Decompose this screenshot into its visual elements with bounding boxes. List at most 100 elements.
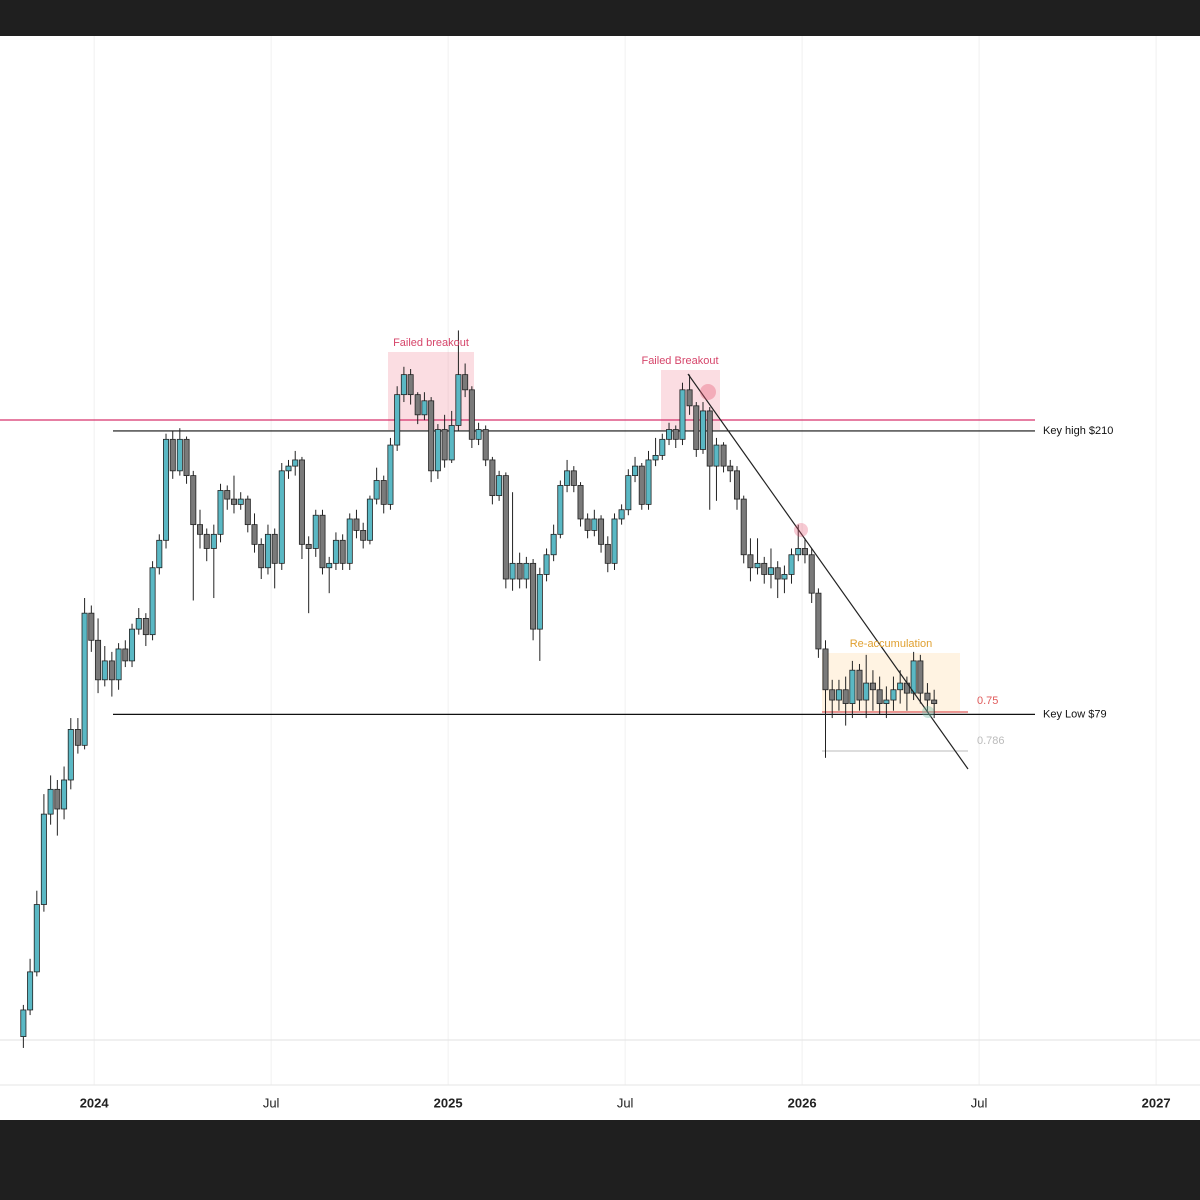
candle-body (468, 389, 475, 440)
candle-body (101, 660, 108, 681)
candle-body (625, 475, 632, 511)
candle-body (489, 459, 496, 497)
candle-body (475, 429, 482, 440)
candle-body (829, 689, 836, 701)
candle-body (686, 389, 693, 407)
x-tick-label: 2025 (434, 1095, 463, 1110)
x-tick-label: 2024 (80, 1095, 110, 1110)
candle-body (400, 374, 407, 396)
x-tick-label: Jul (263, 1095, 280, 1110)
candle-body (509, 562, 516, 580)
candle-body (924, 692, 931, 701)
candle-body (237, 498, 244, 505)
x-tick-label: Jul (617, 1095, 634, 1110)
candle-body (727, 465, 734, 472)
candle-body (733, 470, 740, 500)
candle-body (781, 574, 788, 580)
candle-body (129, 628, 136, 662)
candle-body (801, 548, 808, 556)
annotation: Re-accumulation (850, 638, 933, 650)
marker (794, 523, 808, 537)
candle-body (530, 562, 537, 630)
candle-body (666, 429, 673, 440)
candle-body (264, 533, 271, 569)
candle-body (652, 454, 659, 461)
x-tick-label: 2026 (788, 1095, 817, 1110)
grid (93, 36, 1157, 1085)
candle-body (20, 1009, 27, 1037)
candle-body (156, 539, 163, 569)
bottom-bar (0, 1120, 1200, 1200)
candle-body (203, 533, 210, 549)
candle-body (767, 567, 774, 575)
candle-body (135, 617, 142, 630)
candle-body (611, 518, 618, 564)
candles (20, 330, 938, 1048)
candle-body (346, 518, 353, 564)
candle-body (292, 459, 299, 467)
candle-body (516, 562, 523, 580)
candle-body (27, 971, 34, 1011)
marker (700, 384, 716, 400)
candle-body (142, 617, 149, 636)
candle-body (761, 562, 768, 575)
candle-body (536, 574, 543, 630)
candle-body (577, 485, 584, 520)
candle-body (380, 480, 387, 505)
x-tick-label: 2027 (1142, 1095, 1171, 1110)
candle-body (81, 612, 88, 746)
candle-body (550, 533, 557, 556)
candle-body (910, 660, 917, 694)
candle-body (543, 554, 550, 575)
fib-label: 0.75 (977, 695, 998, 707)
candle-body (448, 425, 455, 461)
candle-body (523, 562, 530, 580)
candle-body (570, 470, 577, 486)
candle-body (869, 682, 876, 691)
candle-body (251, 524, 258, 545)
candle-body (822, 648, 829, 691)
candle-body (149, 567, 156, 636)
candle-body (774, 567, 781, 580)
candle-body (584, 518, 591, 531)
candle-body (747, 554, 754, 569)
candle-body (285, 465, 292, 472)
candle-body (897, 682, 904, 691)
candle-body (40, 813, 47, 905)
candle-body (564, 470, 571, 486)
candle-body (598, 518, 605, 545)
candle-body (720, 444, 727, 467)
trendline (687, 373, 969, 770)
candle-body (428, 400, 435, 472)
candle-body (849, 669, 856, 704)
candle-body (434, 429, 441, 472)
candle-body (54, 788, 61, 810)
candle-body (115, 648, 122, 681)
candle-body (190, 475, 197, 526)
candle-body (618, 509, 625, 520)
candle-body (122, 648, 129, 662)
candle-body (332, 539, 339, 564)
candle-body (61, 779, 68, 810)
candle-body (496, 475, 503, 497)
candle-body (163, 438, 170, 541)
candle-body (74, 729, 81, 746)
candle-body (298, 459, 305, 545)
candle-body (441, 429, 448, 461)
candle-body (33, 904, 40, 973)
candle-body (169, 438, 176, 472)
candle-body (754, 562, 761, 569)
marker (922, 706, 934, 718)
candle-body (319, 514, 326, 569)
candle-body (876, 689, 883, 704)
x-axis: 2024 Jul 2025 Jul 2026 Jul 2027 (80, 1095, 1171, 1110)
candle-body (88, 612, 95, 641)
candle-body (835, 689, 842, 701)
candle-body (210, 533, 217, 549)
candle-body (414, 394, 421, 416)
candle-body (808, 554, 815, 594)
fib-label: 0.786 (977, 735, 1005, 747)
candle-body (713, 444, 720, 467)
candle-body (47, 788, 54, 815)
